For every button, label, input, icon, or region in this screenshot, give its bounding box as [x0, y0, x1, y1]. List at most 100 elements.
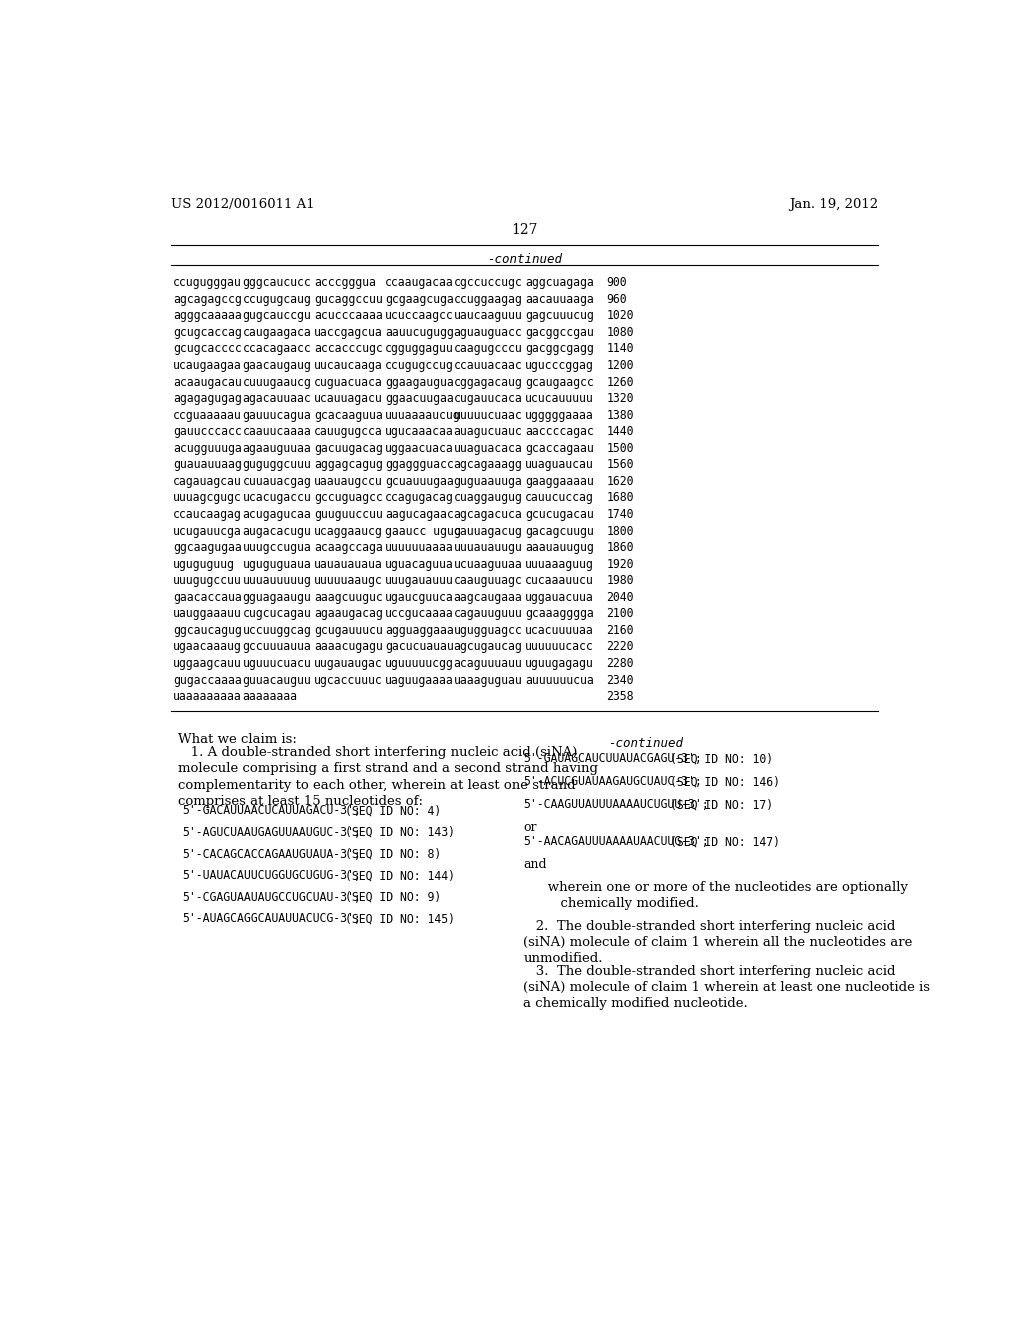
Text: agcagacuca: agcagacuca: [454, 508, 522, 521]
Text: uggaacuaca: uggaacuaca: [385, 442, 454, 455]
Text: aaccccagac: aaccccagac: [524, 425, 594, 438]
Text: uauggaaauu: uauggaaauu: [173, 607, 242, 620]
Text: cagauuguuu: cagauuguuu: [454, 607, 522, 620]
Text: ucaugaagaa: ucaugaagaa: [173, 359, 242, 372]
Text: 1080: 1080: [606, 326, 634, 339]
Text: gcgaagcuga: gcgaagcuga: [385, 293, 454, 306]
Text: ucaggaaucg: ucaggaaucg: [314, 524, 383, 537]
Text: aaauauugug: aaauauugug: [524, 541, 594, 554]
Text: uccuuggcag: uccuuggcag: [243, 624, 311, 636]
Text: 1980: 1980: [606, 574, 634, 587]
Text: aacauuaaga: aacauuaaga: [524, 293, 594, 306]
Text: gugaccaaaa: gugaccaaaa: [173, 673, 242, 686]
Text: What we claim is:: What we claim is:: [178, 733, 297, 746]
Text: aguauguacc: aguauguacc: [454, 326, 522, 339]
Text: 2.  The double-stranded short interfering nucleic acid
(siNA) molecule of claim : 2. The double-stranded short interfering…: [523, 920, 912, 965]
Text: uuaguacaca: uuaguacaca: [454, 442, 522, 455]
Text: aggcuagaga: aggcuagaga: [524, 276, 594, 289]
Text: ucacugaccu: ucacugaccu: [243, 491, 311, 504]
Text: ccugugggau: ccugugggau: [173, 276, 242, 289]
Text: acaaugacau: acaaugacau: [173, 376, 242, 388]
Text: 1200: 1200: [606, 359, 634, 372]
Text: uuugccugua: uuugccugua: [243, 541, 311, 554]
Text: uaaaaaaaaa: uaaaaaaaaa: [173, 690, 242, 704]
Text: acugagucaa: acugagucaa: [243, 508, 311, 521]
Text: acucccaaaa: acucccaaaa: [314, 309, 383, 322]
Text: aagucagaac: aagucagaac: [385, 508, 454, 521]
Text: wherein one or more of the nucleotides are optionally
      chemically modified.: wherein one or more of the nucleotides a…: [535, 882, 908, 911]
Text: ccuggaagag: ccuggaagag: [454, 293, 522, 306]
Text: 1560: 1560: [606, 458, 634, 471]
Text: uuugauauuu: uuugauauuu: [385, 574, 454, 587]
Text: auuuuuucua: auuuuuucua: [524, 673, 594, 686]
Text: uuuagcgugc: uuuagcgugc: [173, 491, 242, 504]
Text: 1020: 1020: [606, 309, 634, 322]
Text: guauauuaag: guauauuaag: [173, 458, 242, 471]
Text: ccguaaaaau: ccguaaaaau: [173, 409, 242, 421]
Text: uuuaaaaucug: uuuaaaaucug: [385, 409, 461, 421]
Text: (SEQ ID NO: 145): (SEQ ID NO: 145): [345, 912, 455, 925]
Text: uuuuucuaac: uuuuucuaac: [454, 409, 522, 421]
Text: 5'-AUAGCAGGCAUAUUACUCG-3';: 5'-AUAGCAGGCAUAUUACUCG-3';: [182, 912, 361, 925]
Text: ccacagaacc: ccacagaacc: [243, 342, 311, 355]
Text: auagucuauc: auagucuauc: [454, 425, 522, 438]
Text: ucauuagacu: ucauuagacu: [314, 392, 383, 405]
Text: gccuguagcc: gccuguagcc: [314, 491, 383, 504]
Text: cuguacuaca: cuguacuaca: [314, 376, 383, 388]
Text: 900: 900: [606, 276, 627, 289]
Text: augacacugu: augacacugu: [243, 524, 311, 537]
Text: cagauagcau: cagauagcau: [173, 475, 242, 488]
Text: gcucugacau: gcucugacau: [524, 508, 594, 521]
Text: cauugugcca: cauugugcca: [314, 425, 383, 438]
Text: -continued: -continued: [487, 253, 562, 267]
Text: uuugugccuu: uuugugccuu: [173, 574, 242, 587]
Text: 5'-CGAGUAAUAUGCCUGCUAU-3';: 5'-CGAGUAAUAUGCCUGCUAU-3';: [182, 891, 361, 904]
Text: cuaggaugug: cuaggaugug: [454, 491, 522, 504]
Text: uguuuuucgg: uguuuuucgg: [385, 657, 454, 671]
Text: (SEQ ID NO: 146): (SEQ ID NO: 146): [671, 775, 780, 788]
Text: 1140: 1140: [606, 342, 634, 355]
Text: ucucauuuuu: ucucauuuuu: [524, 392, 594, 405]
Text: agguaggaaa: agguaggaaa: [385, 624, 454, 636]
Text: gcaaagggga: gcaaagggga: [524, 607, 594, 620]
Text: ugcaccuuuc: ugcaccuuuc: [314, 673, 383, 686]
Text: (SEQ ID NO: 8): (SEQ ID NO: 8): [345, 847, 441, 861]
Text: acaguuuauu: acaguuuauu: [454, 657, 522, 671]
Text: 1440: 1440: [606, 425, 634, 438]
Text: uuuauuuuug: uuuauuuuug: [243, 574, 311, 587]
Text: (SEQ ID NO: 143): (SEQ ID NO: 143): [345, 826, 455, 840]
Text: acugguuuga: acugguuuga: [173, 442, 242, 455]
Text: 960: 960: [606, 293, 627, 306]
Text: 2220: 2220: [606, 640, 634, 653]
Text: ccaucaagag: ccaucaagag: [173, 508, 242, 521]
Text: ccugugccug: ccugugccug: [385, 359, 454, 372]
Text: gauucccacc: gauucccacc: [173, 425, 242, 438]
Text: gugcauccgu: gugcauccgu: [243, 309, 311, 322]
Text: uggauacuua: uggauacuua: [524, 591, 594, 603]
Text: acccgggua: acccgggua: [314, 276, 376, 289]
Text: ugaucguuca: ugaucguuca: [385, 591, 454, 603]
Text: gucaggccuu: gucaggccuu: [314, 293, 383, 306]
Text: 5'-CAAGUUAUUUAAAAUCUGUU-3';: 5'-CAAGUUAUUUAAAAUCUGUU-3';: [523, 799, 709, 812]
Text: 1260: 1260: [606, 376, 634, 388]
Text: uugauaugac: uugauaugac: [314, 657, 383, 671]
Text: gcaugaagcc: gcaugaagcc: [524, 376, 594, 388]
Text: cuuauacgag: cuuauacgag: [243, 475, 311, 488]
Text: uguguguaua: uguguguaua: [243, 557, 311, 570]
Text: gacagcuugu: gacagcuugu: [524, 524, 594, 537]
Text: uguugagagu: uguugagagu: [524, 657, 594, 671]
Text: 1620: 1620: [606, 475, 634, 488]
Text: gaacaugaug: gaacaugaug: [243, 359, 311, 372]
Text: 2040: 2040: [606, 591, 634, 603]
Text: 5'-GAUAGCAUCUUAUACGAGU-3';: 5'-GAUAGCAUCUUAUACGAGU-3';: [523, 752, 702, 766]
Text: uuuauauugu: uuuauauugu: [454, 541, 522, 554]
Text: 1740: 1740: [606, 508, 634, 521]
Text: ugucccggag: ugucccggag: [524, 359, 594, 372]
Text: ugugguagcc: ugugguagcc: [454, 624, 522, 636]
Text: agcagaaagg: agcagaaagg: [454, 458, 522, 471]
Text: aaaacugagu: aaaacugagu: [314, 640, 383, 653]
Text: caugaagaca: caugaagaca: [243, 326, 311, 339]
Text: aggagcagug: aggagcagug: [314, 458, 383, 471]
Text: ggaggguacc: ggaggguacc: [385, 458, 454, 471]
Text: 5'-AACAGAUUUAAAAUAACUUG-3';: 5'-AACAGAUUUAAAAUAACUUG-3';: [523, 836, 709, 849]
